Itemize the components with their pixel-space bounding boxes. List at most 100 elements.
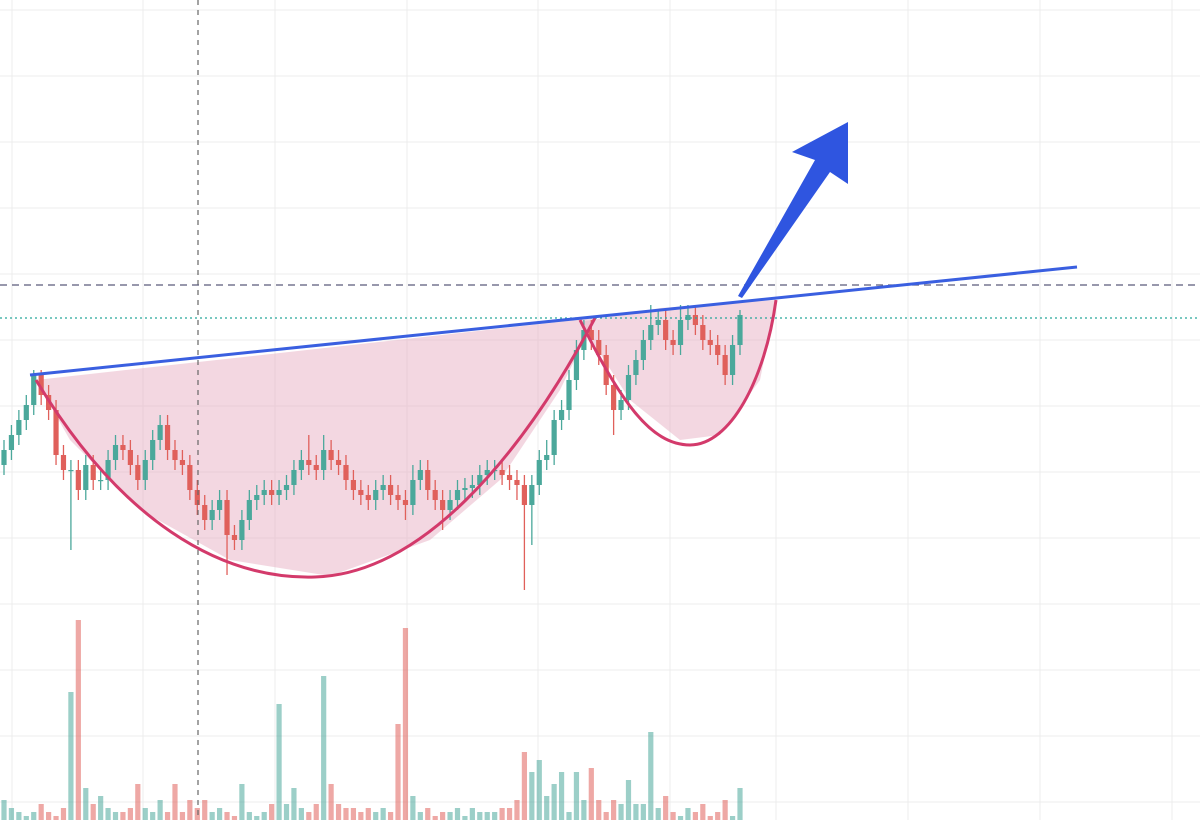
candle-body xyxy=(402,500,409,505)
candle-body xyxy=(83,465,89,490)
candle-body xyxy=(150,440,156,460)
candle-body xyxy=(477,475,483,485)
volume-bar xyxy=(469,808,475,820)
candle-body xyxy=(365,495,371,500)
candle-body xyxy=(625,375,632,400)
candle-body xyxy=(558,410,565,420)
candle-body xyxy=(98,480,104,482)
volume-bar xyxy=(454,808,461,820)
volume-bar xyxy=(529,772,535,820)
candle-body xyxy=(38,375,44,395)
volume-bar xyxy=(729,816,736,820)
volume-bar xyxy=(655,808,661,820)
volume-bar xyxy=(75,620,81,820)
volume-bar xyxy=(46,812,52,820)
candle-body xyxy=(90,465,96,480)
volume-bar xyxy=(209,812,215,820)
candle-body xyxy=(462,488,468,490)
volume-bar xyxy=(432,816,438,820)
volume-bar xyxy=(573,772,580,820)
volume-bar xyxy=(231,816,238,820)
candle-body xyxy=(291,470,297,485)
candle-body xyxy=(640,340,646,360)
volume-bar xyxy=(135,784,141,820)
volume-bar xyxy=(477,812,483,820)
volume-bar xyxy=(558,772,565,820)
volume-bar xyxy=(462,816,468,820)
breakout-arrow xyxy=(738,122,848,298)
volume-bar xyxy=(53,816,59,820)
volume-bar xyxy=(68,692,74,820)
handle-curve xyxy=(578,299,778,447)
candle-body xyxy=(120,445,126,450)
candle-body xyxy=(187,465,193,490)
volume-bar xyxy=(596,800,602,820)
candle-body xyxy=(246,500,252,520)
candle-body xyxy=(618,400,624,410)
volume-bar xyxy=(715,812,721,820)
volume-bar xyxy=(440,812,446,820)
candle-body xyxy=(514,480,520,485)
volume-bar xyxy=(269,804,275,820)
candle-body xyxy=(544,455,550,460)
volume-bar xyxy=(648,732,654,820)
candle-body xyxy=(321,450,327,470)
volume-bar xyxy=(544,796,550,820)
candle-body xyxy=(1,450,7,465)
volume-bar xyxy=(499,808,505,820)
candle-body xyxy=(529,485,535,505)
candle-body xyxy=(648,325,654,340)
candle-body xyxy=(521,485,528,505)
candle-body xyxy=(216,500,223,510)
candle-body xyxy=(179,460,186,465)
candle-body xyxy=(655,320,661,325)
candle-body xyxy=(566,380,572,410)
volume-bar xyxy=(291,788,297,820)
volume-bar xyxy=(60,808,67,820)
volume-bar xyxy=(395,724,401,820)
candle-body xyxy=(209,510,215,520)
volume-bar xyxy=(164,812,171,820)
candle-body xyxy=(611,385,617,410)
volume-bar xyxy=(588,768,594,820)
volume-bar xyxy=(677,816,684,820)
volume-bar xyxy=(700,804,706,820)
volume-bar xyxy=(187,800,193,820)
volume-bar xyxy=(328,784,334,820)
candle-body xyxy=(722,355,728,375)
volume-bar xyxy=(402,628,409,820)
candle-body xyxy=(127,450,133,465)
volume-bar xyxy=(261,812,267,820)
volume-bar xyxy=(536,760,542,820)
candle-body xyxy=(358,490,364,495)
candle-body xyxy=(387,485,394,495)
volume-bar xyxy=(90,804,96,820)
volume-bar xyxy=(521,752,528,820)
candle-body xyxy=(231,535,238,540)
candle-body xyxy=(328,450,334,460)
volume-bar xyxy=(335,804,342,820)
candle-body xyxy=(373,490,379,500)
volume-bar xyxy=(254,816,260,820)
candle-body xyxy=(715,345,721,355)
volume-bar xyxy=(38,804,44,820)
candle-body xyxy=(68,470,74,472)
candle-body xyxy=(454,490,461,500)
candle-body xyxy=(410,480,416,505)
volume-bar xyxy=(142,808,148,820)
volume-bar xyxy=(150,812,156,820)
volume-bar xyxy=(514,800,520,820)
volume-bar xyxy=(633,804,639,820)
candle-body xyxy=(31,375,37,405)
volume-bar xyxy=(306,812,312,820)
candle-body xyxy=(343,465,349,480)
volume-bar xyxy=(447,812,453,820)
candle-body xyxy=(663,320,669,340)
candle-body xyxy=(707,340,713,345)
volume-bar xyxy=(737,788,743,820)
volume-bar xyxy=(551,784,557,820)
volume-bar xyxy=(98,796,104,820)
volume-bar xyxy=(298,808,304,820)
candle-body xyxy=(700,325,706,340)
